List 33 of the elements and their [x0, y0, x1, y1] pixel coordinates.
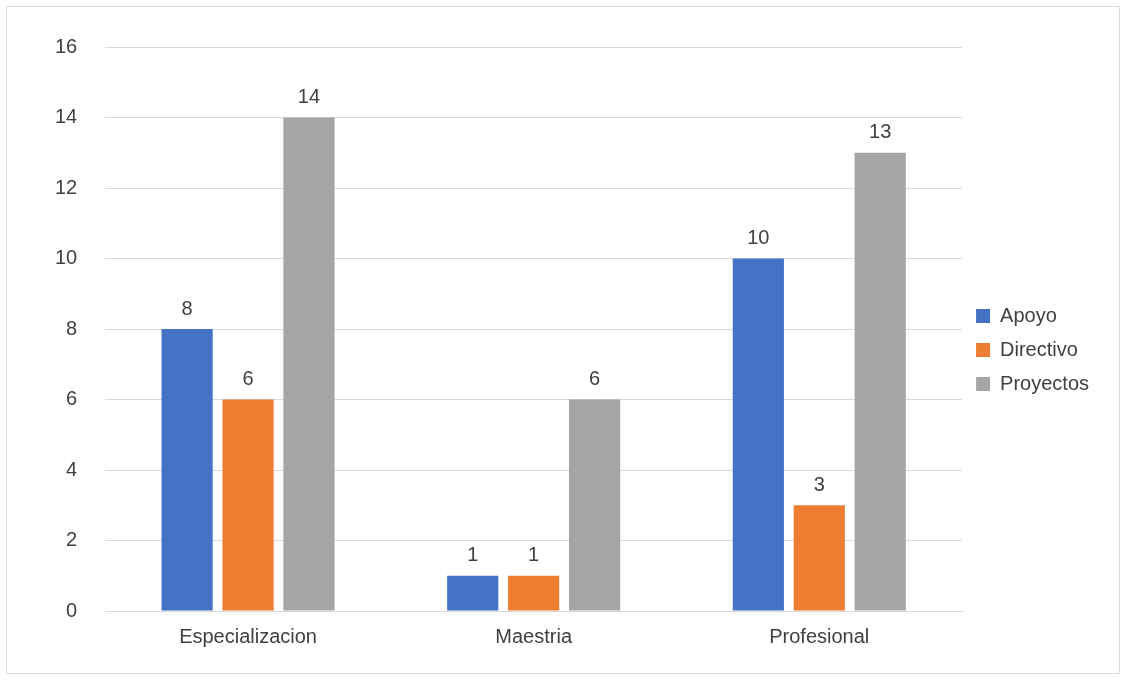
bar	[222, 399, 274, 611]
legend-label: Directivo	[1000, 337, 1078, 360]
y-tick-label: 8	[66, 316, 78, 339]
y-tick-label: 0	[66, 598, 78, 621]
x-tick-label: Maestria	[495, 624, 573, 647]
legend-label: Proyectos	[1000, 371, 1090, 394]
y-tick-label: 6	[66, 387, 78, 410]
bar	[447, 575, 499, 611]
data-label: 3	[813, 472, 825, 495]
x-tick-label: Profesional	[769, 624, 870, 647]
data-label: 13	[869, 120, 892, 143]
data-label: 10	[747, 226, 770, 249]
data-label: 14	[297, 85, 321, 108]
y-tick-label: 16	[55, 34, 78, 57]
y-tick-label: 10	[55, 246, 78, 269]
bar	[569, 399, 621, 611]
data-label: 6	[242, 367, 254, 390]
y-tick-label: 12	[55, 175, 78, 198]
legend-label: Apoyo	[1000, 303, 1057, 326]
data-label: 6	[589, 367, 601, 390]
x-tick-label: Especializacion	[179, 624, 317, 647]
data-label: 1	[467, 543, 479, 566]
y-tick-label: 14	[55, 105, 78, 128]
bar	[732, 258, 784, 611]
bar	[508, 575, 560, 611]
bar	[161, 329, 213, 611]
bar	[283, 117, 335, 611]
y-tick-label: 2	[66, 528, 78, 551]
bar	[793, 505, 845, 611]
data-label: 1	[528, 543, 540, 566]
bar	[854, 152, 906, 611]
y-tick-label: 4	[66, 457, 78, 480]
data-label: 8	[181, 296, 193, 319]
